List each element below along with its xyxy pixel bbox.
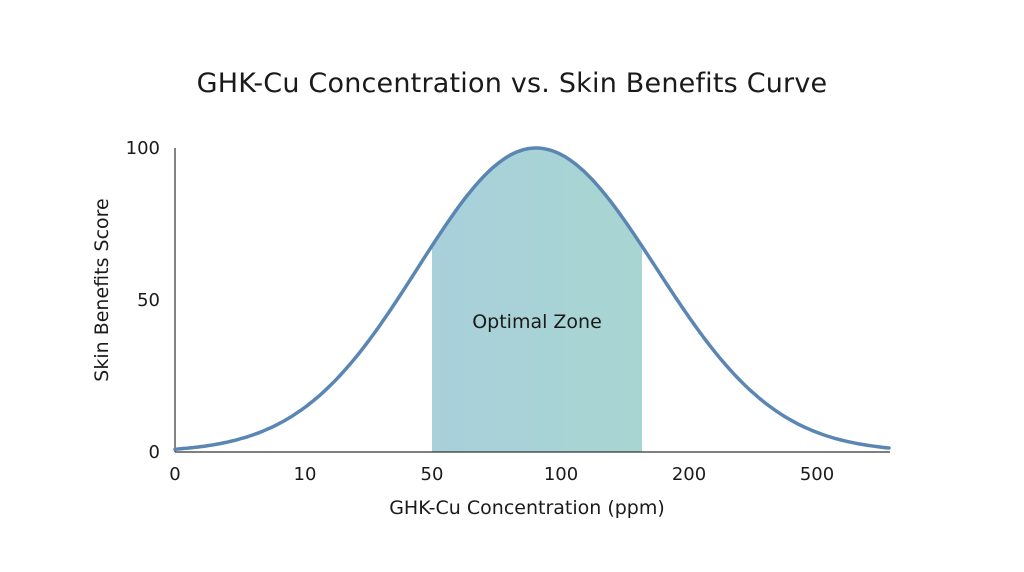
x-tick-labels: 0 10 50 100 200 500 <box>169 464 834 485</box>
x-tick-label: 0 <box>169 464 180 485</box>
optimal-zone-label: Optimal Zone <box>472 311 602 333</box>
x-tick-label: 50 <box>421 464 444 485</box>
optimal-zone-area <box>432 148 642 452</box>
x-tick-label: 100 <box>544 464 578 485</box>
x-tick-label: 200 <box>672 464 706 485</box>
benefit-curve-line <box>173 146 891 451</box>
y-tick-labels: 0 50 100 <box>126 138 160 463</box>
y-axis-title: Skin Benefits Score <box>91 198 113 381</box>
x-tick-label: 500 <box>800 464 834 485</box>
y-tick-label: 50 <box>137 290 160 311</box>
x-tick-label: 10 <box>294 464 317 485</box>
y-tick-label: 100 <box>126 138 160 159</box>
x-axis-title: GHK-Cu Concentration (ppm) <box>389 497 665 519</box>
y-tick-label: 0 <box>149 442 160 463</box>
chart-title: GHK-Cu Concentration vs. Skin Benefits C… <box>196 68 828 99</box>
